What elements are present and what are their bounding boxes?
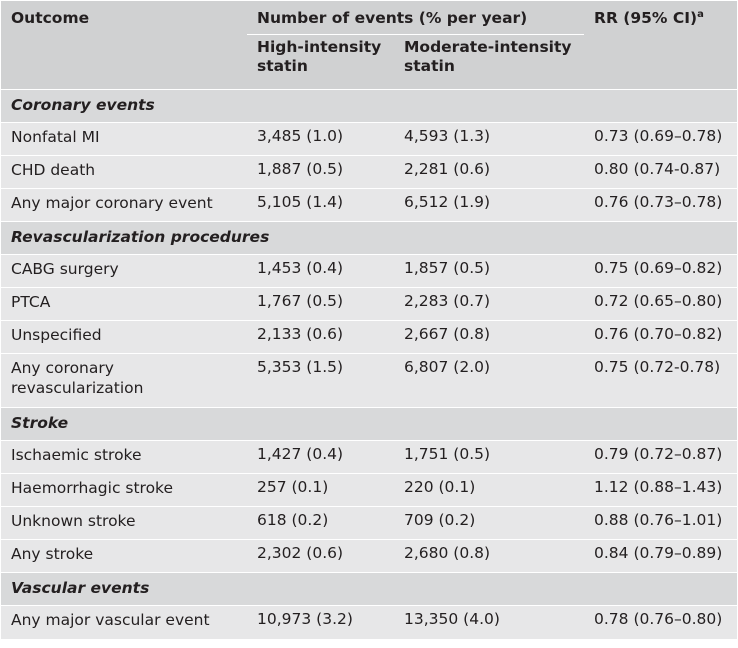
header-high-intensity: High-intensity statin xyxy=(247,34,394,90)
rr-cell: 0.76 (0.73–0.78) xyxy=(584,188,738,222)
header-events: Number of events (% per year) xyxy=(247,1,585,36)
table-header: Outcome Number of events (% per year) RR… xyxy=(1,1,738,90)
table-row: PTCA 1,767 (0.5) 2,283 (0.7) 0.72 (0.65–0.8… xyxy=(1,287,738,321)
high-intensity-cell: 618 (0.2) xyxy=(247,506,394,540)
rr-cell: 1.12 (0.88–1.43) xyxy=(584,473,738,507)
table-row: Any coronary revascularization 5,353 (1.5… xyxy=(1,353,738,408)
moderate-intensity-cell: 4,593 (1.3) xyxy=(394,122,585,156)
moderate-intensity-cell: 2,680 (0.8) xyxy=(394,539,585,573)
section-row: Vascular events xyxy=(1,572,738,606)
table-row: Ischaemic stroke 1,427 (0.4) 1,751 (0.5) 0.… xyxy=(1,440,738,474)
outcome-cell: Unknown stroke xyxy=(1,506,247,540)
rr-cell: 0.75 (0.69–0.82) xyxy=(584,254,738,288)
high-intensity-cell: 10,973 (3.2) xyxy=(247,605,394,639)
moderate-intensity-cell: 1,857 (0.5) xyxy=(394,254,585,288)
rr-cell: 0.76 (0.70–0.82) xyxy=(584,320,738,354)
rr-cell: 0.78 (0.76–0.80) xyxy=(584,605,738,639)
table-row: CHD death 1,887 (0.5) 2,281 (0.6) 0.80 (0.7… xyxy=(1,155,738,189)
section-title: Vascular events xyxy=(1,572,738,606)
high-intensity-cell: 1,427 (0.4) xyxy=(247,440,394,474)
rr-cell: 0.88 (0.76–1.01) xyxy=(584,506,738,540)
moderate-intensity-cell: 13,350 (4.0) xyxy=(394,605,585,639)
moderate-intensity-cell: 6,512 (1.9) xyxy=(394,188,585,222)
header-outcome: Outcome xyxy=(1,1,247,90)
table-body: Coronary events Nonfatal MI 3,485 (1.0) 4,5… xyxy=(1,89,738,639)
table-row: Any stroke 2,302 (0.6) 2,680 (0.8) 0.84 (0.… xyxy=(1,539,738,573)
high-intensity-cell: 2,133 (0.6) xyxy=(247,320,394,354)
table-row: CABG surgery 1,453 (0.4) 1,857 (0.5) 0.75 (… xyxy=(1,254,738,288)
high-intensity-cell: 3,485 (1.0) xyxy=(247,122,394,156)
moderate-intensity-cell: 2,281 (0.6) xyxy=(394,155,585,189)
table-row: Unknown stroke 618 (0.2) 709 (0.2) 0.88 (0.… xyxy=(1,506,738,540)
outcome-cell: Ischaemic stroke xyxy=(1,440,247,474)
section-title: Revascularization procedures xyxy=(1,221,738,255)
section-row: Coronary events xyxy=(1,89,738,123)
table-row: Any major vascular event 10,973 (3.2) 13,3… xyxy=(1,605,738,639)
section-title: Coronary events xyxy=(1,89,738,123)
outcome-cell: CABG surgery xyxy=(1,254,247,288)
moderate-intensity-cell: 2,667 (0.8) xyxy=(394,320,585,354)
rr-cell: 0.73 (0.69–0.78) xyxy=(584,122,738,156)
high-intensity-cell: 5,105 (1.4) xyxy=(247,188,394,222)
moderate-intensity-cell: 709 (0.2) xyxy=(394,506,585,540)
table-row: Any major coronary event 5,105 (1.4) 6,512… xyxy=(1,188,738,222)
rr-cell: 0.84 (0.79–0.89) xyxy=(584,539,738,573)
outcome-cell: PTCA xyxy=(1,287,247,321)
section-title: Stroke xyxy=(1,407,738,441)
section-row: Stroke xyxy=(1,407,738,441)
header-rr-footnote-mark: a xyxy=(697,8,704,20)
outcome-cell: Any major vascular event xyxy=(1,605,247,639)
moderate-intensity-cell: 2,283 (0.7) xyxy=(394,287,585,321)
header-rr-label: RR (95% CI) xyxy=(594,9,698,27)
outcome-cell: Unspecified xyxy=(1,320,247,354)
moderate-intensity-cell: 1,751 (0.5) xyxy=(394,440,585,474)
high-intensity-cell: 5,353 (1.5) xyxy=(247,353,394,408)
outcome-cell: Haemorrhagic stroke xyxy=(1,473,247,507)
rr-cell: 0.72 (0.65–0.80) xyxy=(584,287,738,321)
outcome-cell: CHD death xyxy=(1,155,247,189)
outcome-cell: Nonfatal MI xyxy=(1,122,247,156)
header-rr: RR (95% CI)a xyxy=(584,1,738,90)
header-moderate-intensity: Moderate-intensity statin xyxy=(394,34,585,90)
high-intensity-cell: 1,887 (0.5) xyxy=(247,155,394,189)
outcome-cell: Any coronary revascularization xyxy=(1,353,247,408)
high-intensity-cell: 257 (0.1) xyxy=(247,473,394,507)
high-intensity-cell: 1,767 (0.5) xyxy=(247,287,394,321)
rr-cell: 0.75 (0.72-0.78) xyxy=(584,353,738,408)
outcome-cell: Any stroke xyxy=(1,539,247,573)
high-intensity-cell: 1,453 (0.4) xyxy=(247,254,394,288)
table-row: Unspecified 2,133 (0.6) 2,667 (0.8) 0.76 (0… xyxy=(1,320,738,354)
table-row: Haemorrhagic stroke 257 (0.1) 220 (0.1) 1.1… xyxy=(1,473,738,507)
rr-cell: 0.79 (0.72–0.87) xyxy=(584,440,738,474)
high-intensity-cell: 2,302 (0.6) xyxy=(247,539,394,573)
outcome-cell: Any major coronary event xyxy=(1,188,247,222)
section-row: Revascularization procedures xyxy=(1,221,738,255)
moderate-intensity-cell: 220 (0.1) xyxy=(394,473,585,507)
moderate-intensity-cell: 6,807 (2.0) xyxy=(394,353,585,408)
rr-cell: 0.80 (0.74-0.87) xyxy=(584,155,738,189)
table-row: Nonfatal MI 3,485 (1.0) 4,593 (1.3) 0.73 (0… xyxy=(1,122,738,156)
